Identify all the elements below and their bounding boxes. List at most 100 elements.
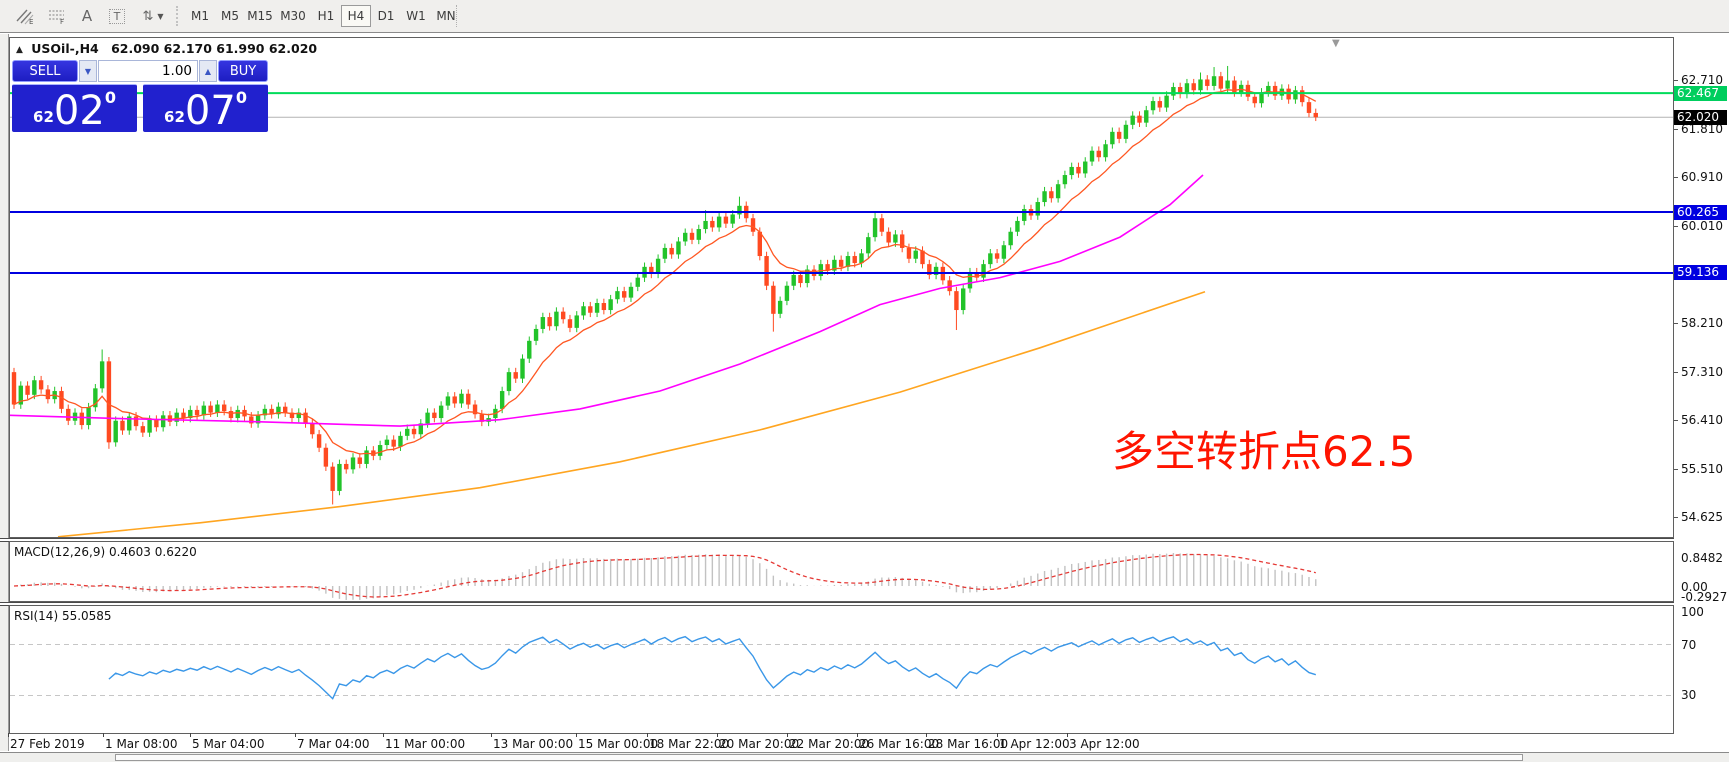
rsi-canvas[interactable] (10, 606, 1673, 733)
volume-input[interactable]: 1.00 (98, 60, 198, 82)
price-axis-tick (1674, 128, 1678, 130)
timeframe-button-m5[interactable]: M5 (221, 9, 239, 23)
time-axis-label: 13 Mar 00:00 (493, 737, 574, 751)
timeframe-button-h1[interactable]: H1 (317, 9, 335, 23)
price-axis-tick (1674, 420, 1678, 422)
macd-axis-label: 0.8482 (1681, 551, 1723, 565)
sell-button[interactable]: SELL (12, 60, 78, 82)
time-axis-tick (857, 733, 858, 737)
toolbar: E F A T ⇅ ▼ M1 M5 M15 M30 H1 H4 D1 W1 MN (0, 0, 1729, 33)
price-axis-tick (1674, 468, 1678, 470)
time-axis-label: 5 Mar 04:00 (192, 737, 265, 751)
macd-panel (9, 541, 1674, 602)
price-axis-label: 62.710 (1681, 73, 1723, 87)
toolbar-drag-handle[interactable] (176, 6, 181, 26)
time-axis-tick (926, 733, 927, 737)
symbol-name: USOil-,H4 (31, 41, 99, 56)
price-badge: 62.467 (1674, 85, 1727, 101)
buy-price-display[interactable]: 62 07 0 (143, 84, 268, 132)
svg-text:E: E (29, 18, 33, 25)
main-chart-panel (9, 37, 1674, 538)
price-axis-tick (1674, 323, 1678, 324)
price-axis[interactable]: 62.710 61.810 60.910 60.010 58.210 57.310 56.4… (1674, 34, 1729, 751)
rsi-axis-label: 100 (1681, 605, 1704, 619)
sell-price-pipette: 0 (104, 88, 116, 107)
time-axis-tick (787, 733, 788, 737)
price-axis-label: 61.810 (1681, 121, 1723, 136)
text-tool-icon[interactable]: A (81, 7, 93, 25)
rsi-axis-label: 30 (1681, 688, 1697, 702)
chart-header: ▲ USOil-,H4 62.090 62.170 61.990 62.020 (16, 41, 317, 56)
price-axis-label: 58.210 (1681, 316, 1723, 330)
symbol-collapse-icon[interactable]: ▲ (16, 45, 23, 55)
time-axis-tick (647, 733, 648, 737)
left-gutter (0, 34, 9, 751)
timeframe-button-m30[interactable]: M30 (280, 9, 306, 23)
timeframe-button-m15[interactable]: M15 (247, 9, 273, 23)
price-badge: 62.020 (1674, 109, 1727, 125)
time-axis-tick (103, 733, 104, 737)
price-axis-label: 60.910 (1681, 170, 1723, 185)
buy-price-pips: 07 (184, 88, 236, 134)
time-axis-label: 28 Mar 16:00 (928, 737, 1009, 751)
time-axis-label: 1 Mar 08:00 (105, 737, 178, 751)
time-axis-tick (295, 733, 296, 737)
chevron-down-icon: ▼ (157, 11, 164, 21)
toolbar-separator (456, 5, 457, 27)
buy-button[interactable]: BUY (218, 60, 268, 82)
rsi-axis-label: 70 (1681, 638, 1697, 652)
timeframe-button-d1[interactable]: D1 (377, 9, 395, 23)
macd-canvas[interactable] (10, 542, 1673, 601)
price-badge: 60.265 (1674, 204, 1727, 220)
price-axis-tick (1674, 177, 1678, 179)
chart-annotation-text: 多空转折点62.5 (1112, 427, 1416, 476)
time-axis-label: 15 Mar 00:00 (578, 737, 659, 751)
sell-price-pips: 02 (53, 88, 105, 134)
price-axis-tick (1674, 516, 1678, 518)
timeframe-button-w1[interactable]: W1 (406, 9, 426, 23)
macd-axis-label: -0.2927 (1681, 590, 1728, 604)
rsi-label: RSI(14) 55.0585 (14, 609, 112, 623)
time-axis-tick (190, 733, 191, 737)
equidistant-channel-icon[interactable]: E (12, 4, 38, 28)
price-axis-label: 60.010 (1681, 218, 1723, 233)
price-axis-label: 55.510 (1681, 461, 1723, 476)
arrow-objects-icon[interactable]: ⇅ ▼ (142, 8, 164, 24)
time-axis-label: 1 Apr 12:00 (999, 737, 1070, 751)
main-chart-canvas[interactable] (10, 38, 1673, 537)
time-axis-tick (1067, 733, 1068, 737)
fibonacci-lines-icon[interactable]: F (44, 4, 70, 28)
horizontal-scrollbar-thumb[interactable] (115, 754, 1523, 761)
time-axis-tick (717, 733, 718, 737)
time-axis-label: 20 Mar 20:00 (719, 737, 800, 751)
time-axis-label: 3 Apr 12:00 (1069, 737, 1140, 751)
buy-price-pipette: 0 (235, 88, 247, 107)
macd-axis-label: 0.00 (1681, 580, 1708, 594)
volume-increase-button[interactable]: ▲ (199, 60, 217, 82)
price-axis-label: 57.310 (1681, 364, 1723, 379)
timeframe-button-mn[interactable]: MN (436, 9, 456, 23)
time-axis-tick (383, 733, 384, 737)
time-axis-tick (8, 733, 9, 737)
one-click-trade-panel: SELL ▼ 1.00 ▲ BUY 62 02 0 62 07 0 (12, 58, 268, 132)
time-axis-label: 11 Mar 00:00 (385, 737, 466, 751)
timeframe-button-m1[interactable]: M1 (191, 9, 209, 23)
time-axis-label: 18 Mar 22:00 (649, 737, 730, 751)
ohlc-readout: 62.090 62.170 61.990 62.020 (111, 41, 318, 56)
time-axis-label: 22 Mar 20:00 (789, 737, 870, 751)
price-axis-tick (1674, 80, 1678, 81)
macd-label: MACD(12,26,9) 0.4603 0.6220 (14, 545, 197, 559)
volume-decrease-button[interactable]: ▼ (79, 60, 97, 82)
timeframe-button-h4[interactable]: H4 (341, 5, 371, 27)
time-axis-label: 27 Feb 2019 (10, 737, 85, 751)
text-label-tool-icon[interactable]: T (105, 4, 129, 28)
time-axis-tick (997, 733, 998, 737)
scroll-anchor-icon[interactable]: ▼ (1332, 38, 1340, 49)
svg-text:F: F (60, 18, 64, 25)
time-axis-label: 7 Mar 04:00 (297, 737, 370, 751)
sell-price-display[interactable]: 62 02 0 (12, 84, 137, 132)
price-axis-label: 56.410 (1681, 413, 1723, 428)
price-axis-tick (1674, 225, 1678, 227)
price-axis-tick (1674, 371, 1678, 373)
